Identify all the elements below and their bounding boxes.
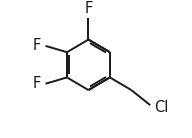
Text: F: F — [32, 38, 41, 53]
Text: F: F — [84, 1, 93, 16]
Text: Cl: Cl — [154, 100, 168, 115]
Text: F: F — [32, 76, 41, 91]
